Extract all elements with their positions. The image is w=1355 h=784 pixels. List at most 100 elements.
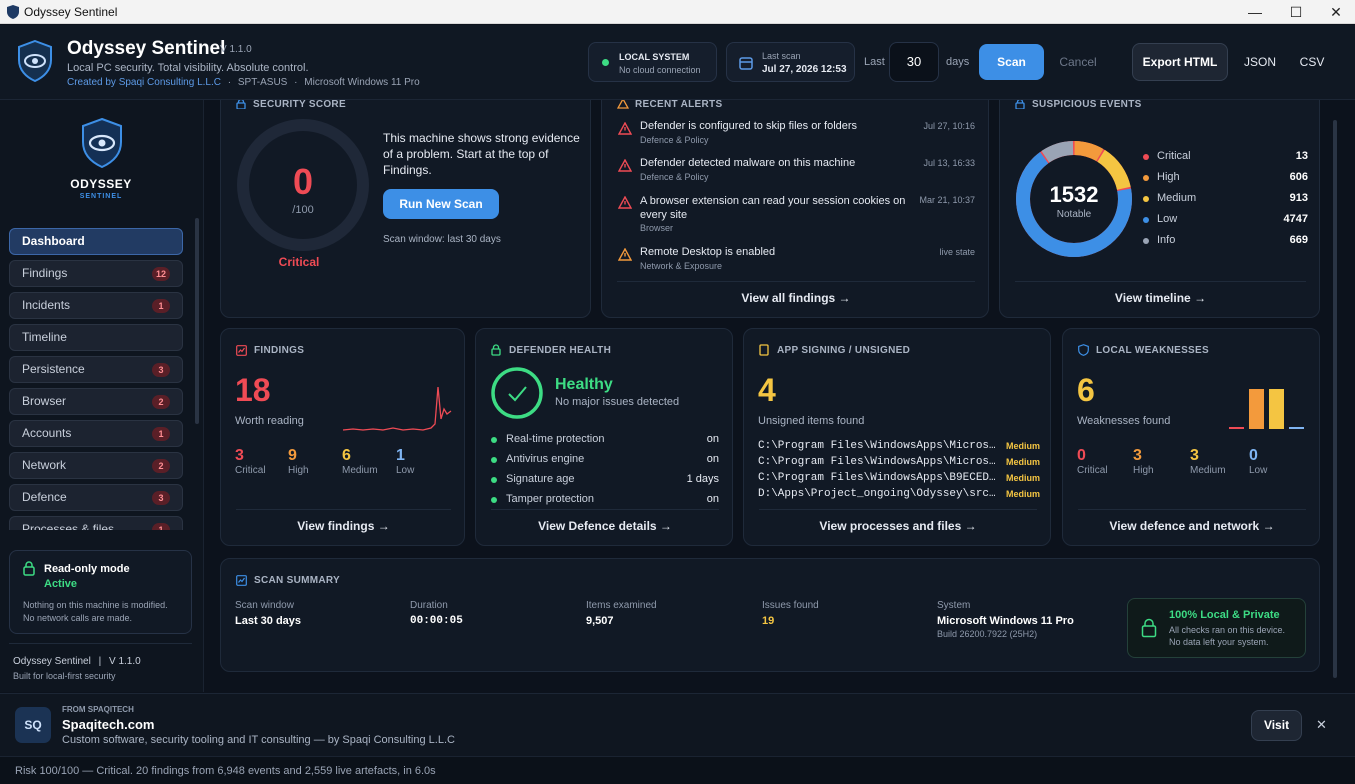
promo-from: FROM SPAQITECH bbox=[62, 705, 134, 714]
local-system-title: LOCAL SYSTEM bbox=[619, 52, 690, 62]
alert-item[interactable]: Defender is configured to skip files or … bbox=[602, 120, 990, 154]
sidebar-item-persistence[interactable]: Persistence 3 bbox=[9, 356, 183, 383]
run-new-scan-button[interactable]: Run New Scan bbox=[383, 189, 499, 219]
alert-category: Network & Exposure bbox=[640, 261, 723, 271]
alert-time: live state bbox=[939, 247, 975, 257]
weakness-bar bbox=[1289, 427, 1304, 429]
check-circle-icon bbox=[491, 367, 543, 419]
sidebar-item-dashboard[interactable]: Dashboard bbox=[9, 228, 183, 255]
chart-icon bbox=[236, 345, 247, 356]
chart-icon bbox=[236, 575, 247, 586]
sidebar-item-network[interactable]: Network 2 bbox=[9, 452, 183, 479]
footer-tagline: Built for local-first security bbox=[13, 671, 116, 681]
host-name: SPT-ASUS bbox=[237, 77, 288, 88]
sidebar-item-processes[interactable]: Processes & files 1 bbox=[9, 516, 183, 530]
alert-item[interactable]: Defender detected malware on this machin… bbox=[602, 157, 990, 191]
sidebar-item-browser[interactable]: Browser 2 bbox=[9, 388, 183, 415]
count-badge: 2 bbox=[152, 395, 170, 409]
summary-field: Scan window Last 30 days bbox=[235, 600, 395, 627]
status-dot bbox=[491, 477, 497, 483]
sidebar-scrollbar[interactable] bbox=[195, 218, 199, 424]
defender-row-value: 1 days bbox=[686, 473, 719, 485]
local-weaknesses-card: LOCAL WEAKNESSES 6 Weaknesses found 0 Cr… bbox=[1062, 328, 1320, 546]
app-name: Odyssey Sentinel bbox=[67, 38, 226, 59]
visit-button[interactable]: Visit bbox=[1251, 710, 1302, 741]
view-processes-link[interactable]: View processes and files → bbox=[819, 519, 977, 533]
severity-stat: 0 Low bbox=[1249, 447, 1289, 476]
export-csv-button[interactable]: CSV bbox=[1299, 55, 1325, 69]
shield-icon bbox=[1078, 344, 1089, 356]
export-html-button[interactable]: Export HTML bbox=[1132, 43, 1228, 81]
view-timeline-link[interactable]: View timeline → bbox=[1114, 291, 1207, 305]
view-findings-link[interactable]: View findings → bbox=[297, 519, 390, 533]
sidebar-item-incidents[interactable]: Incidents 1 bbox=[9, 292, 183, 319]
unsigned-item[interactable]: C:\Program Files\WindowsApps\Micros… Med… bbox=[758, 456, 1040, 470]
sidebar-item-findings[interactable]: Findings 12 bbox=[9, 260, 183, 287]
summary-value: 9,507 bbox=[586, 615, 614, 627]
unsigned-path: D:\Apps\Project_ongoing\Odyssey\src… bbox=[758, 488, 996, 500]
last-label: Last bbox=[864, 56, 885, 68]
document-icon bbox=[759, 344, 769, 356]
unsigned-item[interactable]: D:\Apps\Project_ongoing\Odyssey\src… Med… bbox=[758, 488, 1040, 502]
days-input[interactable]: 30 bbox=[889, 42, 939, 82]
alert-item[interactable]: Remote Desktop is enabled Network & Expo… bbox=[602, 246, 990, 280]
legend-label: Critical bbox=[1157, 150, 1191, 162]
close-promo-button[interactable]: ✕ bbox=[1316, 717, 1327, 732]
weakness-bar-chart bbox=[1229, 389, 1304, 429]
sidebar-item-accounts[interactable]: Accounts 1 bbox=[9, 420, 183, 447]
count-badge: 3 bbox=[152, 491, 170, 505]
severity-stat: 3 Medium bbox=[1190, 447, 1234, 476]
weakness-bar bbox=[1229, 427, 1244, 429]
sidebar-item-label: Findings bbox=[22, 266, 68, 280]
summary-label: Issues found bbox=[762, 600, 819, 611]
legend-dot bbox=[1143, 175, 1149, 181]
export-json-button[interactable]: JSON bbox=[1243, 55, 1276, 69]
local-private-line2: No data left your system. bbox=[1169, 637, 1269, 647]
divider bbox=[1015, 281, 1306, 282]
defender-row-value: on bbox=[706, 453, 719, 465]
findings-count: 18 bbox=[235, 372, 271, 408]
main-scrollbar[interactable] bbox=[1333, 120, 1337, 678]
defender-row-value: on bbox=[706, 493, 719, 505]
summary-label: Duration bbox=[410, 600, 448, 611]
count-badge: 2 bbox=[152, 459, 170, 473]
summary-value: Microsoft Windows 11 Pro bbox=[937, 615, 1074, 627]
sidebar-item-defence[interactable]: Defence 3 bbox=[9, 484, 183, 511]
scan-button[interactable]: Scan bbox=[979, 44, 1044, 80]
view-all-findings-link[interactable]: View all findings → bbox=[741, 291, 851, 305]
sidebar-item-timeline[interactable]: Timeline bbox=[9, 324, 183, 351]
view-defence-details-link[interactable]: View Defence details → bbox=[538, 519, 672, 533]
cancel-button[interactable]: Cancel bbox=[1059, 55, 1097, 69]
credit-link[interactable]: Created by Spaqi Consulting L.L.C bbox=[67, 77, 221, 88]
header-meta: Created by Spaqi Consulting L.L.C · SPT-… bbox=[67, 77, 420, 88]
stat-label: Medium bbox=[1190, 465, 1226, 476]
minimize-button[interactable]: — bbox=[1248, 4, 1262, 20]
view-defence-network-link[interactable]: View defence and network → bbox=[1109, 519, 1275, 533]
stat-value: 3 bbox=[235, 447, 244, 464]
stat-label: High bbox=[288, 465, 309, 476]
weakness-bar bbox=[1269, 389, 1284, 429]
count-badge: 1 bbox=[152, 427, 170, 441]
summary-label: Items examined bbox=[586, 600, 657, 611]
defender-row-label: Signature age bbox=[506, 473, 575, 485]
os-name: Microsoft Windows 11 Pro bbox=[304, 77, 420, 88]
unsigned-path: C:\Program Files\WindowsApps\Micros… bbox=[758, 440, 996, 452]
events-total: 1532 bbox=[1049, 182, 1099, 207]
card-title: DEFENDER HEALTH bbox=[509, 345, 612, 356]
defender-status: Healthy bbox=[555, 376, 613, 393]
unsigned-item[interactable]: C:\Program Files\WindowsApps\B9ECED… Med… bbox=[758, 472, 1040, 486]
sidebar-brand-sub: SENTINEL bbox=[79, 193, 123, 200]
findings-caption: Worth reading bbox=[235, 415, 304, 427]
unsigned-item[interactable]: C:\Program Files\WindowsApps\Micros… Med… bbox=[758, 440, 1040, 454]
local-private-line1: All checks ran on this device. bbox=[1169, 625, 1286, 635]
maximize-button[interactable]: ☐ bbox=[1289, 4, 1303, 20]
severity-badge: Medium bbox=[1005, 441, 1040, 451]
last-scan-label: Last scan bbox=[762, 51, 801, 61]
stat-label: Low bbox=[396, 465, 415, 476]
promo-site: Spaqitech.com bbox=[62, 717, 155, 732]
close-window-button[interactable]: ✕ bbox=[1330, 4, 1342, 20]
score-value: 0 bbox=[292, 161, 314, 202]
alert-item[interactable]: A browser extension can read your sessio… bbox=[602, 194, 990, 242]
stat-value: 0 bbox=[1249, 447, 1258, 464]
findings-sparkline bbox=[343, 386, 452, 431]
